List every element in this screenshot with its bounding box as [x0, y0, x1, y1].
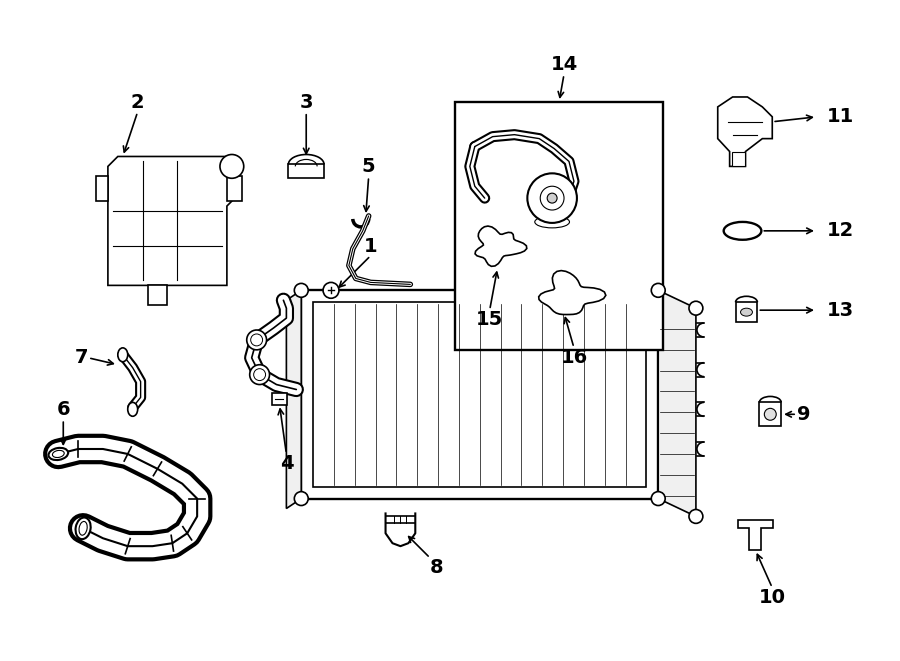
Text: 5: 5: [362, 157, 375, 176]
Text: 14: 14: [551, 55, 578, 74]
Bar: [732, 151, 745, 167]
Text: 1: 1: [364, 237, 377, 256]
Ellipse shape: [128, 403, 138, 416]
Text: 12: 12: [827, 221, 854, 241]
Text: 4: 4: [280, 454, 293, 473]
Circle shape: [689, 510, 703, 524]
Ellipse shape: [49, 448, 68, 460]
Bar: [272, 393, 287, 405]
Circle shape: [294, 284, 308, 297]
Text: 10: 10: [759, 588, 786, 607]
Circle shape: [323, 282, 339, 298]
Text: 9: 9: [797, 405, 811, 424]
Text: 6: 6: [57, 401, 70, 419]
Polygon shape: [475, 226, 526, 266]
Circle shape: [764, 408, 776, 420]
Bar: [148, 286, 167, 305]
Polygon shape: [227, 176, 242, 201]
Ellipse shape: [535, 183, 570, 195]
Circle shape: [652, 284, 665, 297]
Text: 2: 2: [130, 93, 145, 112]
Polygon shape: [738, 520, 773, 550]
Polygon shape: [108, 157, 237, 286]
Ellipse shape: [76, 518, 91, 539]
Text: 11: 11: [827, 107, 854, 126]
Ellipse shape: [118, 348, 128, 362]
Circle shape: [294, 492, 308, 506]
Text: 7: 7: [75, 348, 88, 368]
Bar: [455, 102, 663, 350]
Text: 16: 16: [561, 348, 588, 367]
Polygon shape: [286, 290, 302, 508]
Circle shape: [547, 193, 557, 203]
Polygon shape: [658, 290, 696, 516]
Text: 13: 13: [827, 301, 854, 320]
Circle shape: [652, 492, 665, 506]
Circle shape: [220, 155, 244, 178]
Polygon shape: [717, 97, 772, 167]
Ellipse shape: [741, 308, 752, 316]
Polygon shape: [288, 165, 324, 178]
Bar: [735, 302, 758, 322]
Polygon shape: [313, 302, 646, 486]
Polygon shape: [539, 270, 606, 315]
Text: 15: 15: [476, 310, 503, 329]
Text: 8: 8: [430, 558, 444, 577]
Circle shape: [247, 330, 266, 350]
Circle shape: [527, 173, 577, 223]
Circle shape: [689, 301, 703, 315]
Circle shape: [249, 365, 269, 385]
Polygon shape: [96, 176, 108, 201]
Bar: [760, 403, 781, 426]
Ellipse shape: [535, 216, 570, 228]
Text: 3: 3: [300, 93, 313, 112]
